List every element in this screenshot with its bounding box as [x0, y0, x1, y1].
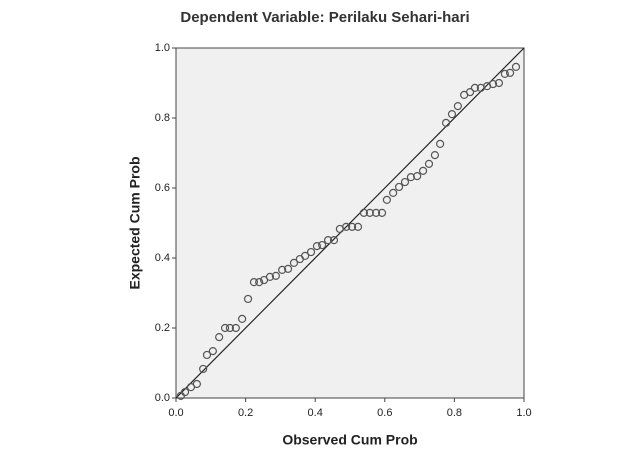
x-axis-label: Observed Cum Prob — [282, 432, 417, 448]
y-tick-label: 0.8 — [155, 112, 170, 124]
x-tick-label: 0.2 — [238, 407, 253, 419]
y-axis-label: Expected Cum Prob — [127, 156, 143, 289]
x-tick-label: 0.4 — [308, 407, 323, 419]
y-tick-label: 0.6 — [155, 182, 170, 194]
x-tick-label: 0.6 — [377, 407, 392, 419]
y-tick-label: 1.0 — [155, 42, 170, 54]
chart-title: Dependent Variable: Perilaku Sehari-hari — [180, 9, 469, 26]
y-tick-label: 0.2 — [155, 322, 170, 334]
x-tick-label: 1.0 — [516, 407, 531, 419]
x-tick-label: 0.8 — [447, 407, 462, 419]
chart: Dependent Variable: Perilaku Sehari-hari… — [0, 0, 626, 454]
y-tick-label: 0.0 — [155, 392, 170, 404]
y-tick-label: 0.4 — [155, 252, 170, 264]
x-tick-label: 0.0 — [168, 407, 183, 419]
